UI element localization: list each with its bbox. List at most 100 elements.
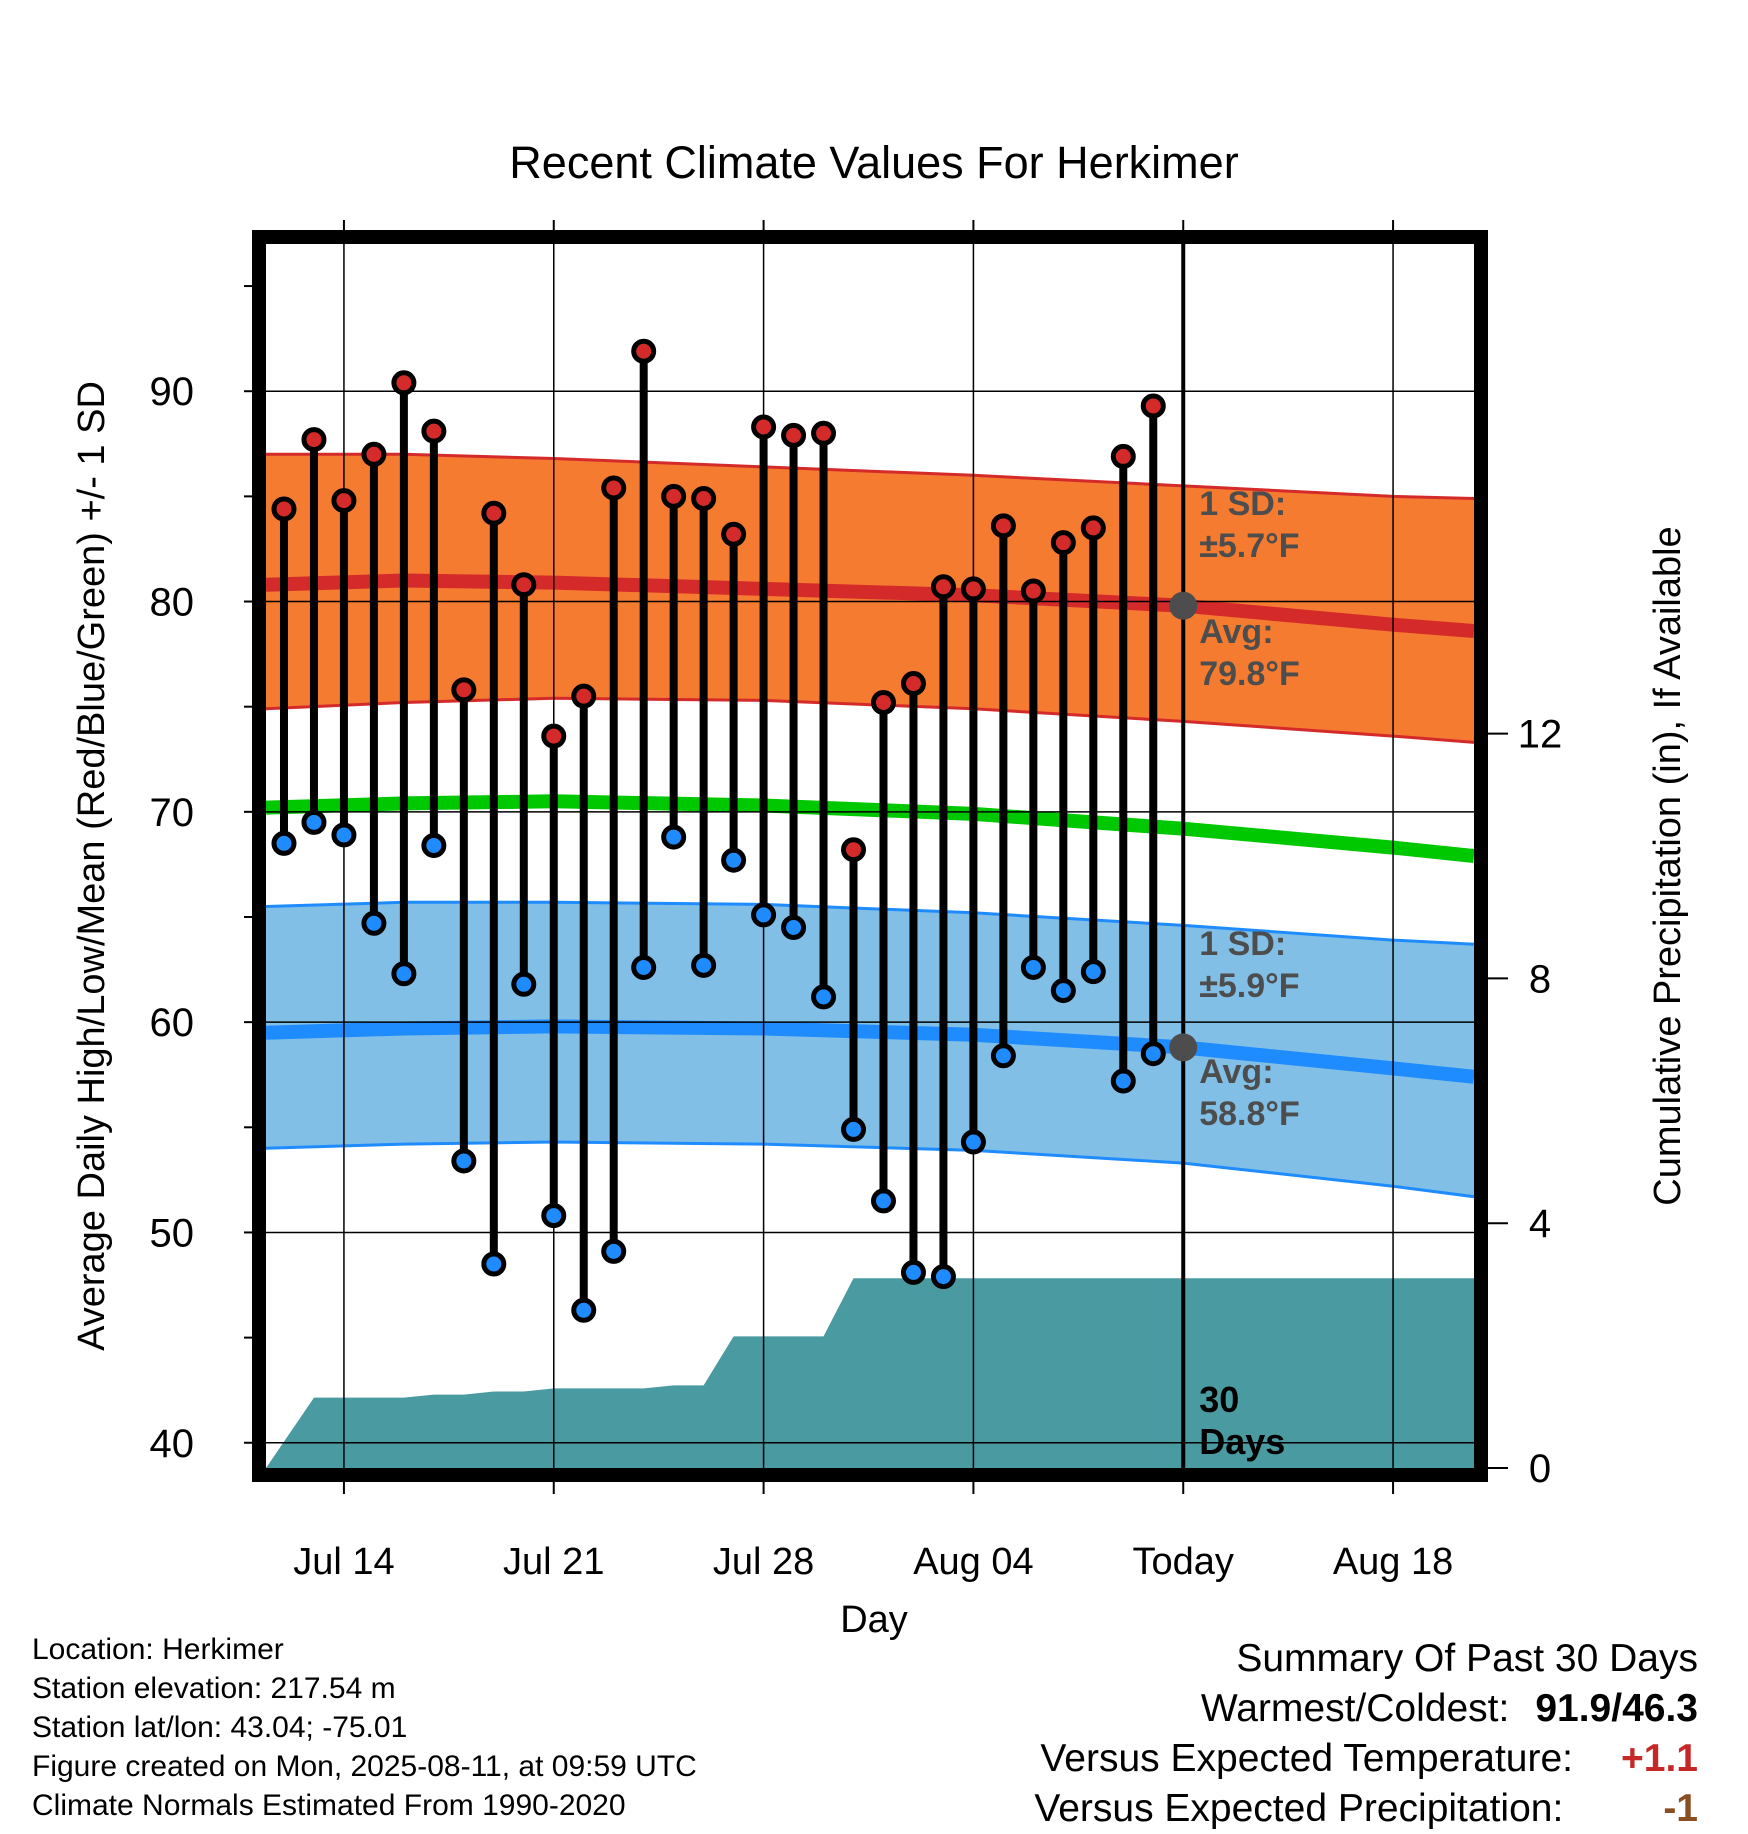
x-tick-label: Jul 21 xyxy=(503,1541,604,1583)
daily-high-point xyxy=(1110,443,1136,469)
temp-diff-label: Versus Expected Temperature: xyxy=(1040,1737,1573,1780)
precip-diff-label: Versus Expected Precipitation: xyxy=(1034,1787,1564,1830)
daily-high-point xyxy=(870,689,896,715)
daily-low-point xyxy=(1050,978,1076,1004)
daily-low-point xyxy=(481,1251,507,1277)
high-sd-value: ±5.7°F xyxy=(1199,527,1299,565)
daily-low-point xyxy=(870,1188,896,1214)
low-avg-value: 58.8°F xyxy=(1199,1095,1300,1133)
daily-high-point xyxy=(811,420,837,446)
daily-low-point xyxy=(990,1043,1016,1069)
x-axis-label: Day xyxy=(840,1599,908,1641)
daily-high-point xyxy=(990,513,1016,539)
daily-high-point xyxy=(391,370,417,396)
daily-high-point xyxy=(721,521,747,547)
daily-high-point xyxy=(631,338,657,364)
high-avg-value: 79.8°F xyxy=(1199,655,1300,693)
daily-high-point xyxy=(1080,515,1106,541)
daily-high-point xyxy=(751,414,777,440)
high-sd-label: 1 SD: xyxy=(1199,485,1286,523)
daily-high-point xyxy=(781,422,807,448)
daily-low-point xyxy=(900,1259,926,1285)
plot-content xyxy=(266,244,1474,1468)
high-avg-label: Avg: xyxy=(1199,613,1273,651)
daily-low-point xyxy=(451,1148,477,1174)
daily-low-point xyxy=(781,915,807,941)
x-tick-label: Jul 14 xyxy=(293,1541,394,1583)
daily-high-point xyxy=(301,427,327,453)
daily-high-point xyxy=(841,837,867,863)
warm-cold-label: Warmest/Coldest: xyxy=(1200,1687,1510,1730)
plot-area: 1 SD: ±5.7°F Avg: 79.8°F 1 SD: ±5.9°F Avg: 58.8… xyxy=(150,220,1563,1583)
y-tick-label: 70 xyxy=(150,791,195,835)
precip-diff-value: -1 xyxy=(1663,1787,1698,1830)
daily-high-point xyxy=(421,418,447,444)
daily-low-point xyxy=(571,1297,597,1323)
daily-high-point xyxy=(541,723,567,749)
x-tick-label: Aug 18 xyxy=(1333,1541,1453,1583)
y2-tick-label: 0 xyxy=(1529,1447,1551,1491)
y-tick-label: 90 xyxy=(150,370,195,414)
high-sd-upper-line xyxy=(266,452,1474,500)
today-low-avg-marker xyxy=(1169,1033,1198,1062)
summary-temp: Versus Expected Temperature: +1.1 xyxy=(1034,1734,1698,1784)
low-sd-upper-line xyxy=(266,900,1474,946)
normal-mean-line xyxy=(266,794,1474,863)
warm-cold-value: 91.9/46.3 xyxy=(1535,1687,1698,1730)
daily-high-point xyxy=(271,496,297,522)
normal-low-line xyxy=(266,1019,1474,1084)
daily-low-point xyxy=(1020,954,1046,980)
daily-low-point xyxy=(1110,1068,1136,1094)
y-tick-label: 50 xyxy=(150,1211,195,1255)
summary-panel: Summary Of Past 30 Days Warmest/Coldest:… xyxy=(1034,1634,1698,1834)
window-days-number: 30 xyxy=(1199,1379,1239,1420)
x-tick-label: Aug 04 xyxy=(913,1541,1033,1583)
daily-high-point xyxy=(960,576,986,602)
daily-high-point xyxy=(331,488,357,514)
daily-high-point xyxy=(511,572,537,598)
daily-low-point xyxy=(301,809,327,835)
summary-warm-cold: Warmest/Coldest: 91.9/46.3 xyxy=(1034,1684,1698,1734)
daily-low-point xyxy=(930,1264,956,1290)
created-text: Figure created on Mon, 2025-08-11, at 09… xyxy=(32,1750,697,1783)
daily-low-point xyxy=(271,830,297,856)
daily-high-point xyxy=(661,483,687,509)
latlon-text: Station lat/lon: 43.04; -75.01 xyxy=(32,1711,408,1744)
daily-low-point xyxy=(721,847,747,873)
daily-low-point xyxy=(661,824,687,850)
normal-high-line xyxy=(266,573,1474,638)
y-axis-label: Average Daily High/Low/Mean (Red/Blue/Gr… xyxy=(71,381,113,1351)
daily-low-point xyxy=(841,1116,867,1142)
daily-low-point xyxy=(601,1238,627,1264)
y2-tick-label: 4 xyxy=(1529,1202,1551,1246)
daily-high-point xyxy=(930,574,956,600)
y-tick-label: 40 xyxy=(150,1422,195,1466)
daily-low-point xyxy=(1140,1041,1166,1067)
daily-high-point xyxy=(481,500,507,526)
y-tick-label: 60 xyxy=(150,1001,195,1045)
daily-high-point xyxy=(451,677,477,703)
x-tick-label: Jul 28 xyxy=(713,1541,814,1583)
location-text: Location: Herkimer xyxy=(32,1633,284,1666)
daily-low-point xyxy=(751,902,777,928)
low-sd-label: 1 SD: xyxy=(1199,925,1286,963)
y2-tick-label: 12 xyxy=(1518,713,1563,757)
daily-high-point xyxy=(1140,393,1166,419)
today-high-avg-marker xyxy=(1169,591,1198,620)
daily-high-point xyxy=(900,671,926,697)
y-tick-label: 80 xyxy=(150,581,195,625)
elevation-text: Station elevation: 217.54 m xyxy=(32,1672,396,1705)
daily-low-point xyxy=(511,971,537,997)
low-sd-lower-line xyxy=(266,1140,1474,1199)
daily-high-point xyxy=(601,475,627,501)
low-avg-label: Avg: xyxy=(1199,1053,1273,1091)
daily-low-point xyxy=(1080,959,1106,985)
high-sd-lower-line xyxy=(266,696,1474,744)
y2-tick-label: 8 xyxy=(1529,957,1551,1001)
y2-axis-label: Cumulative Precipitation (in), If Availa… xyxy=(1647,526,1689,1205)
daily-high-point xyxy=(1020,578,1046,604)
daily-low-point xyxy=(960,1129,986,1155)
station-info: Location: Herkimer Station elevation: 21… xyxy=(32,1630,697,1825)
temp-diff-value: +1.1 xyxy=(1621,1737,1698,1780)
